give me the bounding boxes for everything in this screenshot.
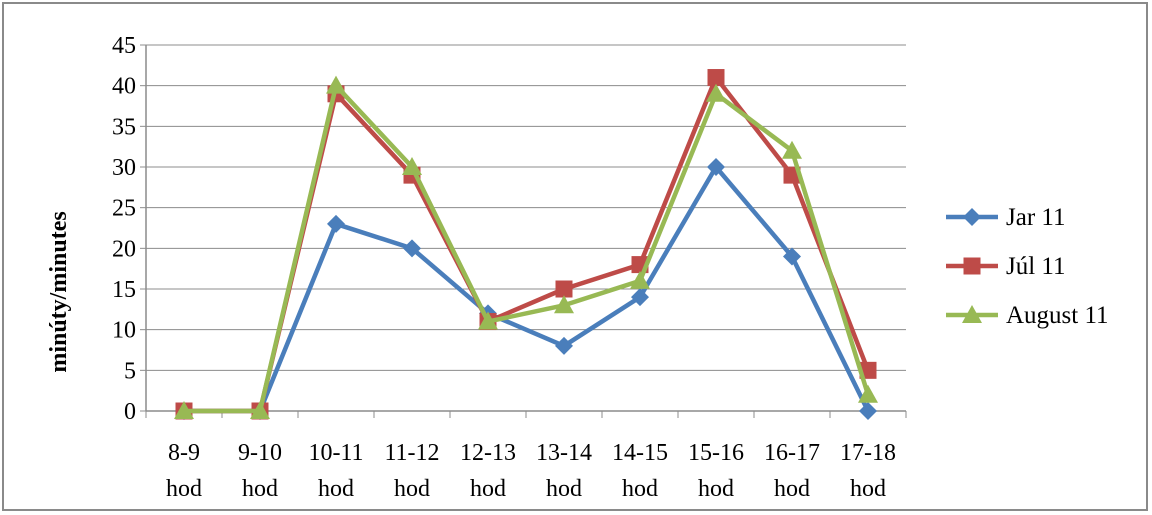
x-tick-label-6: 14-15 hod (612, 440, 668, 502)
legend-marker-august-11 (962, 305, 982, 323)
y-tick-label-0: 0 (124, 399, 136, 425)
legend-label-jar-11: Jar 11 (1006, 204, 1065, 231)
x-tick-label-7: 15-16 hod (688, 440, 744, 502)
x-tick-label-1: 9-10 hod (238, 440, 282, 502)
data-point-august-11-5 (554, 295, 574, 314)
data-point-jar-11-3 (403, 239, 421, 258)
y-tick-label-40: 40 (112, 74, 136, 100)
x-tick-label-0: 8-9 hod (166, 440, 202, 502)
data-point-august-11-3 (402, 157, 422, 175)
y-tick-label-10: 10 (112, 318, 136, 344)
legend-label-august-11: August 11 (1006, 302, 1109, 329)
series (174, 69, 878, 420)
data-point-jar-11-9 (859, 402, 877, 420)
data-point-august-11-2 (326, 75, 346, 94)
series-line-j-l-11 (184, 75, 871, 414)
data-point-august-11-7 (706, 83, 726, 102)
series-august-11 (174, 75, 878, 419)
data-point-august-11-4 (478, 311, 498, 330)
legend-entry-j-l-11: Júl 11 (946, 253, 1066, 280)
y-tick-label-35: 35 (112, 114, 136, 140)
data-point-august-11-9 (858, 384, 878, 403)
x-tick-label-9: 17-18 hod (840, 440, 896, 502)
legend-marker-j-l-11 (963, 257, 981, 275)
x-tick-label-8: 16-17 hod (764, 440, 820, 502)
series-line-jar-11 (184, 164, 871, 414)
legend: Jar 11 Júl 11 August 11 (946, 204, 1109, 329)
series-j-l-11 (175, 69, 877, 420)
legend-entry-august-11: August 11 (946, 302, 1109, 329)
legend-entry-jar-11: Jar 11 (946, 204, 1065, 231)
data-point-august-11-6 (630, 270, 650, 289)
y-tick-label-25: 25 (112, 196, 136, 222)
data-point-j-l-11-5 (555, 280, 573, 298)
data-point-jar-11-8 (783, 247, 801, 266)
gridlines (146, 44, 906, 371)
data-point-jar-11-7 (707, 158, 725, 176)
data-point-august-11-8 (782, 140, 802, 159)
y-tick-label-20: 20 (112, 236, 136, 262)
data-point-august-11-1 (250, 401, 270, 419)
series-line-august-11 (184, 83, 871, 414)
axes (140, 44, 907, 418)
data-point-jar-11-6 (631, 288, 649, 307)
data-point-jar-11-5 (555, 336, 573, 355)
y-tick-label-30: 30 (112, 155, 136, 181)
x-tick-label-5: 13-14 hod (536, 440, 592, 502)
data-point-j-l-11-7 (707, 69, 725, 87)
data-point-august-11-0 (174, 401, 194, 419)
y-axis-label: minúty/minutes (46, 211, 72, 372)
y-tick-label-45: 45 (112, 33, 136, 59)
x-tick-label-2: 10-11 hod (308, 440, 363, 502)
legend-marker-jar-11 (963, 208, 981, 226)
x-tick-label-4: 12-13 hod (460, 440, 516, 502)
y-tick-label-5: 5 (124, 358, 136, 384)
data-point-jar-11-2 (327, 214, 345, 233)
legend-label-j-l-11: Júl 11 (1006, 253, 1066, 280)
y-tick-label-15: 15 (112, 277, 136, 303)
tick-labels: 0 5 10 15 20 25 30 35 40 45 8-9 hod 9-10 hod 10-11 hod 1… (112, 33, 896, 502)
x-tick-label-3: 11-12 hod (384, 440, 439, 502)
